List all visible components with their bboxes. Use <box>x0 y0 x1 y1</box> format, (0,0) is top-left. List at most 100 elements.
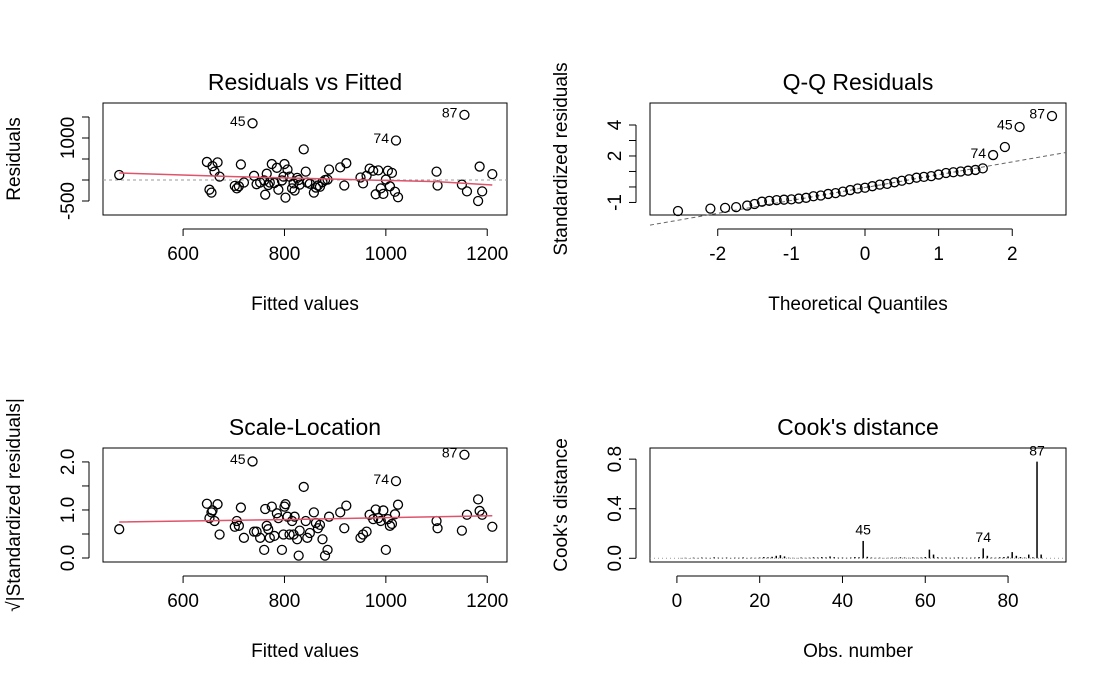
point-label: 74 <box>975 529 991 545</box>
point <box>815 190 826 201</box>
point <box>266 501 277 512</box>
point <box>273 184 284 195</box>
point <box>955 166 966 177</box>
panel-title: Residuals vs Fitted <box>208 69 402 95</box>
point <box>456 525 468 536</box>
plot-box <box>102 102 508 216</box>
point <box>368 513 379 525</box>
y-tick-label: -1 <box>605 194 626 211</box>
point <box>279 158 290 170</box>
point <box>341 500 352 511</box>
x-tick-label: -2 <box>709 244 726 265</box>
point <box>235 502 247 513</box>
point <box>889 177 900 188</box>
x-axis-label: Fitted values <box>251 294 359 315</box>
point <box>212 499 223 510</box>
point <box>432 180 443 191</box>
point <box>771 194 782 206</box>
panel-title: Scale-Location <box>229 414 381 440</box>
point <box>323 511 335 522</box>
point <box>229 180 240 192</box>
x-tick-label: 80 <box>997 591 1018 612</box>
point <box>235 159 247 170</box>
point <box>672 205 684 217</box>
x-tick-label: 2 <box>1007 244 1018 265</box>
point <box>380 544 392 555</box>
x-tick-label: 0 <box>860 244 871 265</box>
point-label: 87 <box>442 105 458 121</box>
point <box>431 166 442 177</box>
point <box>474 161 485 172</box>
point <box>284 529 295 540</box>
point <box>874 179 885 190</box>
point <box>830 188 841 199</box>
x-axis-label: Theoretical Quantiles <box>768 294 948 315</box>
point-label: 74 <box>373 471 389 487</box>
point <box>293 550 304 561</box>
point-label: 87 <box>1029 106 1045 122</box>
point <box>705 203 716 214</box>
smooth-line <box>119 172 493 186</box>
y-tick-label: 0.0 <box>58 545 79 571</box>
point <box>259 544 270 555</box>
point <box>384 520 396 531</box>
point <box>114 169 125 181</box>
point <box>278 529 289 540</box>
point <box>384 181 396 192</box>
point <box>859 182 871 193</box>
point <box>375 515 386 527</box>
point <box>487 521 498 532</box>
point <box>375 183 386 194</box>
point <box>389 186 401 197</box>
point <box>999 141 1011 153</box>
y-axis-label: Cook's distance <box>551 438 572 572</box>
point <box>926 170 937 182</box>
point <box>456 179 468 190</box>
point <box>341 158 352 169</box>
x-tick-label: 800 <box>269 244 301 265</box>
plot-box <box>102 447 508 563</box>
x-axis-label: Fitted values <box>251 641 359 662</box>
x-tick-label: 1200 <box>466 591 508 612</box>
point <box>289 511 300 522</box>
x-tick-label: 1000 <box>365 244 407 265</box>
point <box>390 135 402 146</box>
point <box>201 498 213 509</box>
point <box>300 515 311 527</box>
point <box>370 189 381 200</box>
point <box>911 172 922 183</box>
point-label: 74 <box>971 145 987 161</box>
point <box>987 149 999 161</box>
point <box>1014 121 1025 133</box>
point <box>477 186 488 197</box>
y-tick-label: 2 <box>605 151 626 162</box>
y-tick-label: 1.0 <box>58 497 79 523</box>
smooth-line <box>119 514 493 523</box>
point <box>933 169 944 180</box>
point <box>260 189 271 200</box>
point <box>276 544 288 555</box>
point <box>392 499 404 510</box>
point <box>314 519 326 531</box>
point <box>280 499 291 510</box>
x-tick-label: 40 <box>832 591 853 612</box>
point <box>271 508 283 519</box>
x-tick-label: 1200 <box>466 244 508 265</box>
point <box>231 183 242 194</box>
point <box>742 200 753 211</box>
x-tick-label: 800 <box>269 591 301 612</box>
point <box>1046 110 1058 122</box>
point <box>251 526 262 537</box>
point <box>368 165 379 176</box>
point <box>229 521 240 532</box>
point <box>386 167 398 179</box>
point <box>845 184 856 196</box>
y-tick-label: 0.8 <box>605 446 626 472</box>
point <box>389 509 401 520</box>
point <box>357 529 369 540</box>
point <box>459 109 470 121</box>
point <box>786 194 797 205</box>
y-tick-label: 4 <box>605 119 626 130</box>
point <box>793 193 804 204</box>
point <box>264 532 275 543</box>
